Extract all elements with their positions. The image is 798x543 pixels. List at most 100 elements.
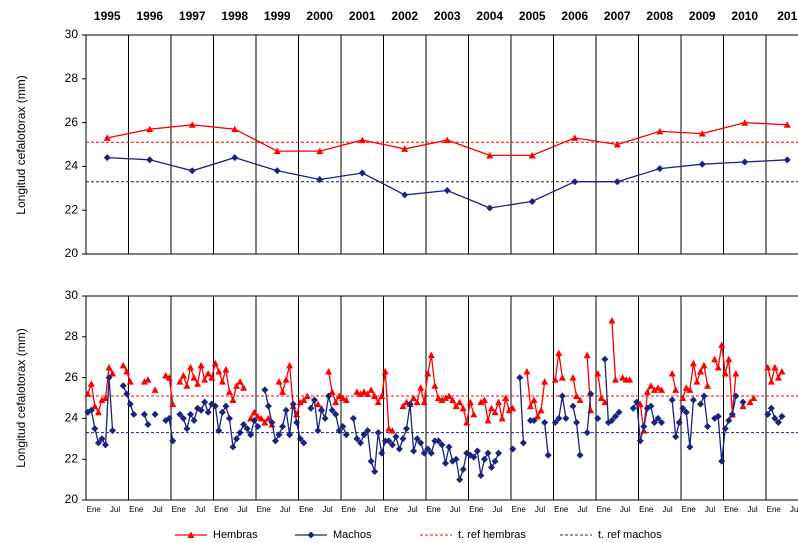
marker <box>91 402 99 410</box>
marker <box>456 476 464 484</box>
x-tick-label: Ene <box>299 505 314 514</box>
marker <box>109 427 117 435</box>
marker <box>194 380 202 387</box>
marker <box>441 394 449 401</box>
marker <box>257 414 265 422</box>
marker <box>739 398 747 406</box>
marker <box>307 404 315 412</box>
marker <box>254 423 262 431</box>
marker <box>526 402 534 410</box>
marker <box>183 425 191 433</box>
marker <box>247 431 255 439</box>
marker <box>477 398 485 406</box>
marker <box>767 404 775 412</box>
marker <box>498 414 506 422</box>
marker <box>356 390 364 397</box>
marker <box>431 382 439 389</box>
marker <box>197 361 205 369</box>
series-line <box>107 156 788 209</box>
marker <box>225 388 233 395</box>
x-tick-label: Jul <box>280 505 290 514</box>
marker <box>261 418 269 426</box>
marker <box>675 418 683 426</box>
marker <box>179 414 187 422</box>
marker <box>94 408 102 416</box>
marker <box>300 439 308 447</box>
marker <box>254 412 262 420</box>
marker <box>718 341 726 348</box>
marker <box>364 390 372 397</box>
marker <box>233 382 241 389</box>
marker <box>611 412 619 420</box>
marker <box>353 435 361 443</box>
marker <box>151 386 159 393</box>
marker <box>339 423 347 431</box>
marker <box>484 449 492 457</box>
marker <box>316 176 324 184</box>
marker <box>91 425 99 433</box>
marker <box>725 355 733 363</box>
x-tick-label: 1997 <box>179 9 206 23</box>
marker <box>240 384 248 391</box>
marker <box>204 370 212 377</box>
marker <box>477 472 485 480</box>
marker <box>658 386 666 393</box>
marker <box>569 402 577 410</box>
marker <box>654 414 662 422</box>
legend-marker <box>307 531 315 539</box>
marker <box>613 178 621 186</box>
marker <box>103 154 111 162</box>
marker <box>179 372 187 379</box>
marker <box>656 165 664 173</box>
marker <box>367 386 375 393</box>
marker <box>208 374 216 381</box>
marker <box>374 398 382 406</box>
marker <box>339 394 347 401</box>
marker <box>689 359 697 367</box>
marker <box>778 367 786 375</box>
x-tick-label: Jul <box>620 505 630 514</box>
marker <box>636 400 644 408</box>
marker <box>188 121 196 128</box>
marker <box>470 453 478 461</box>
marker <box>452 402 460 410</box>
marker <box>293 418 301 426</box>
marker <box>438 441 446 449</box>
marker <box>480 455 488 463</box>
marker <box>264 414 272 422</box>
marker <box>771 414 779 422</box>
x-tick-label: 2002 <box>391 9 418 23</box>
marker <box>767 378 775 385</box>
marker <box>431 437 439 445</box>
marker <box>774 374 782 381</box>
marker <box>601 355 609 363</box>
marker <box>679 394 687 401</box>
marker <box>342 396 350 404</box>
marker <box>480 396 488 404</box>
marker <box>406 400 414 408</box>
marker <box>658 418 666 426</box>
marker <box>576 451 584 459</box>
marker <box>650 418 658 426</box>
marker <box>87 380 95 387</box>
marker <box>335 392 343 399</box>
x-tick-label: Ene <box>172 505 187 514</box>
marker <box>647 402 655 410</box>
marker <box>443 136 451 144</box>
marker <box>273 147 281 155</box>
marker <box>231 154 239 162</box>
x-tick-label: 201 <box>777 9 797 23</box>
marker <box>381 367 389 375</box>
x-tick-label: Jul <box>237 505 247 514</box>
marker <box>314 427 322 435</box>
x-tick-label: Jul <box>407 505 417 514</box>
marker <box>186 363 194 371</box>
x-tick-label: 2001 <box>349 9 376 23</box>
marker <box>583 429 591 437</box>
marker <box>528 151 536 159</box>
marker <box>741 119 749 126</box>
marker <box>183 382 191 389</box>
marker <box>456 398 464 406</box>
marker <box>700 361 708 369</box>
marker <box>105 374 113 382</box>
